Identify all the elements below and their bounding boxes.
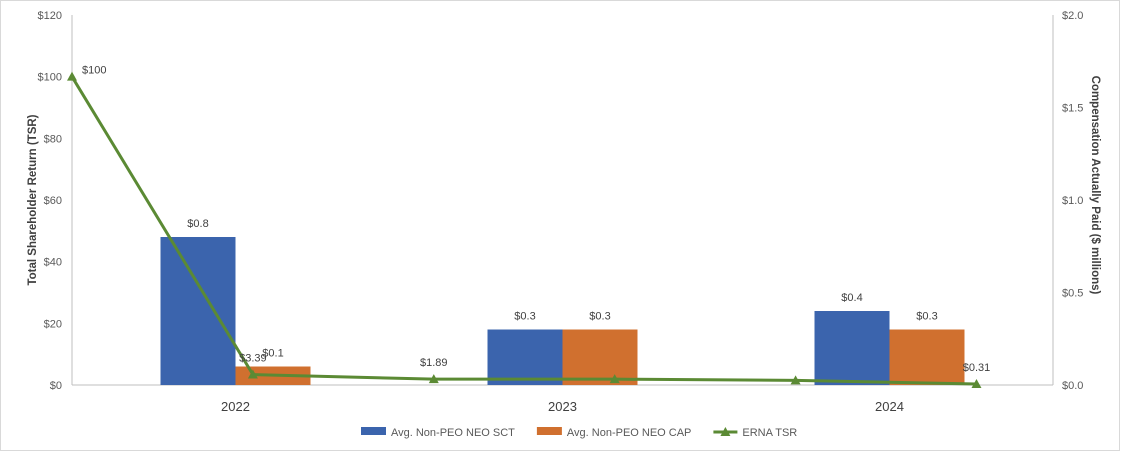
legend-swatch	[536, 427, 562, 435]
legend-label: Avg. Non-PEO NEO CAP	[567, 427, 692, 439]
line-marker	[609, 374, 620, 384]
legend-label: ERNA TSR	[742, 427, 797, 439]
line-data-label: $100	[82, 65, 106, 77]
bar-data-label: $0.8	[187, 218, 208, 230]
bar-data-label: $0.3	[514, 311, 535, 323]
x-tick-label: 2023	[548, 399, 577, 414]
bar-data-label: $0.3	[916, 311, 937, 323]
legend-swatch	[361, 427, 386, 435]
legend-swatch-marker	[720, 427, 731, 436]
y-tick-left: $120	[38, 10, 62, 22]
y-tick-left: $100	[38, 72, 62, 84]
bar	[160, 237, 236, 385]
y-tick-right: $1.0	[1062, 195, 1083, 207]
y-tick-left: $0	[50, 380, 62, 392]
bar	[814, 311, 890, 385]
y-tick-left: $80	[44, 133, 62, 145]
bar	[487, 329, 563, 385]
legend-label: Avg. Non-PEO NEO SCT	[391, 427, 515, 439]
bar-data-label: $0.3	[589, 311, 610, 323]
bar	[889, 329, 965, 385]
line-marker	[790, 375, 801, 385]
line-data-label: $3.39	[239, 353, 267, 365]
y-tick-right: $0.0	[1062, 380, 1083, 392]
y-tick-right: $1.5	[1062, 103, 1083, 115]
line-data-label: $0.31	[963, 362, 991, 374]
line-marker	[971, 379, 982, 389]
y-tick-left: $20	[44, 318, 62, 330]
y-axis-left-title: Total Shareholder Return (TSR)	[27, 114, 39, 285]
line-series-erna-tsr	[70, 75, 977, 386]
bar-data-label: $0.4	[841, 292, 862, 304]
bar-data-label: $0.1	[262, 348, 283, 360]
y-tick-left: $60	[44, 195, 62, 207]
bar	[562, 329, 638, 385]
y-tick-left: $40	[44, 257, 62, 269]
line-marker	[67, 71, 77, 81]
y-tick-right: $0.5	[1062, 288, 1083, 300]
x-tick-label: 2022	[221, 399, 250, 414]
line-marker	[247, 369, 258, 379]
line-data-label: $1.89	[420, 357, 448, 369]
y-axis-right-title: Compensation Actually Paid ($ millions)	[1089, 76, 1101, 295]
y-tick-right: $2.0	[1062, 10, 1083, 22]
line-marker	[428, 374, 439, 384]
x-tick-label: 2024	[875, 399, 904, 414]
